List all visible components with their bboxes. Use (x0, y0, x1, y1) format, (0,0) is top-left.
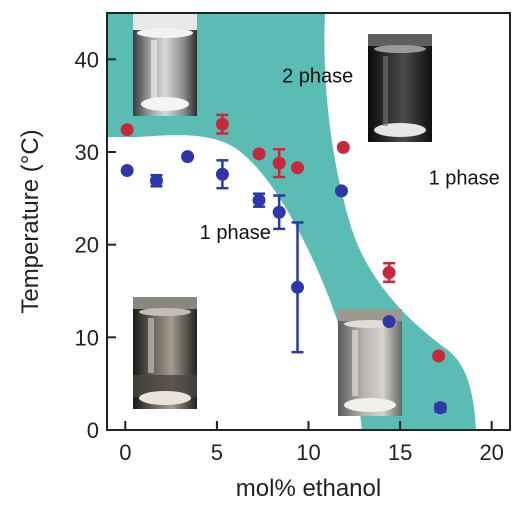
data-point (336, 140, 350, 154)
data-point (382, 265, 396, 279)
data-point (215, 117, 229, 131)
data-point (272, 205, 286, 219)
x-tick-label: 5 (211, 440, 223, 465)
data-point (334, 184, 348, 198)
data-point (382, 315, 396, 329)
region-label: 1 phase (200, 222, 271, 244)
data-point (272, 156, 286, 170)
data-point (433, 401, 447, 415)
x-axis-label: mol% ethanol (236, 475, 381, 502)
y-tick-label: 10 (75, 325, 99, 350)
series-red (120, 113, 446, 363)
data-point (181, 150, 195, 164)
x-tick-label: 20 (479, 440, 503, 465)
data-point (252, 193, 266, 207)
data-point (291, 161, 305, 175)
region-label: 2 phase (282, 66, 353, 88)
x-tick-label: 10 (296, 440, 320, 465)
data-point (291, 280, 305, 294)
data-point (120, 164, 134, 178)
data-point (432, 349, 446, 363)
data-point (215, 167, 229, 181)
y-tick-label: 20 (75, 233, 99, 258)
y-tick-label: 30 (75, 140, 99, 165)
data-point (252, 147, 266, 161)
x-tick-label: 0 (119, 440, 131, 465)
region-label: 1 phase (429, 167, 500, 189)
y-axis-label: Temperature (°C) (17, 129, 44, 313)
y-tick-label: 40 (75, 47, 99, 72)
data-point (149, 174, 163, 188)
y-tick-label: 0 (87, 418, 99, 443)
series-blue (120, 150, 447, 415)
vial-photo-clear-top-right (368, 34, 432, 142)
x-tick-label: 15 (388, 440, 412, 465)
vial-photo-cloudy-top-left (133, 14, 197, 116)
data-point (120, 123, 134, 137)
vial-photo-clear-bottom-left (133, 297, 197, 409)
